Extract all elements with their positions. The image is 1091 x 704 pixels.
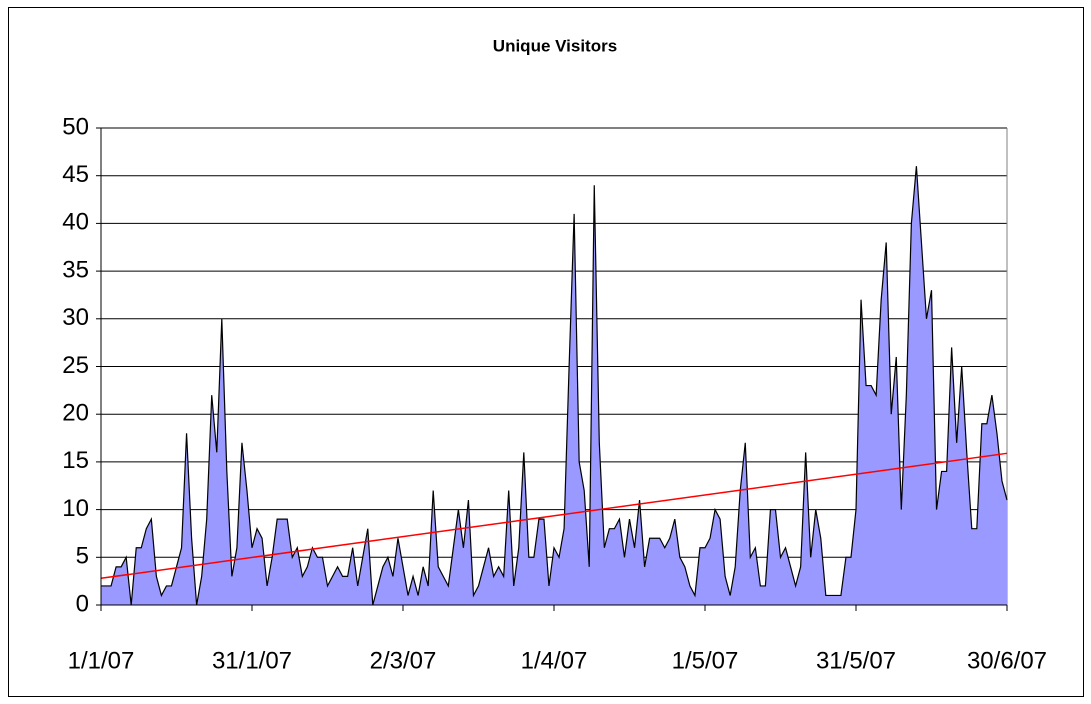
area-outline bbox=[101, 166, 1008, 606]
y-tick-label: 40 bbox=[62, 209, 89, 236]
x-tick-label: 31/1/07 bbox=[212, 647, 292, 674]
y-tick-label: 10 bbox=[62, 495, 89, 522]
x-tick-label: 1/5/07 bbox=[672, 647, 739, 674]
x-tick-label: 30/6/07 bbox=[967, 647, 1047, 674]
y-tick-label: 35 bbox=[62, 256, 89, 283]
y-tick-label: 0 bbox=[76, 590, 89, 617]
y-tick-label: 20 bbox=[62, 400, 89, 427]
x-tick-label: 1/1/07 bbox=[68, 647, 135, 674]
y-tick-label: 50 bbox=[62, 113, 89, 140]
y-tick-label: 25 bbox=[62, 352, 89, 379]
y-tick-label: 5 bbox=[76, 543, 89, 570]
x-tick-label: 2/3/07 bbox=[370, 647, 437, 674]
chart-title: Unique Visitors bbox=[493, 36, 617, 55]
x-tick-label: 1/4/07 bbox=[521, 647, 588, 674]
area bbox=[101, 166, 1007, 605]
y-tick-label: 30 bbox=[62, 304, 89, 331]
x-tick-label: 31/5/07 bbox=[816, 647, 896, 674]
trendline bbox=[100, 452, 1008, 580]
y-tick-label: 15 bbox=[62, 447, 89, 474]
y-tick-label: 45 bbox=[62, 161, 89, 188]
